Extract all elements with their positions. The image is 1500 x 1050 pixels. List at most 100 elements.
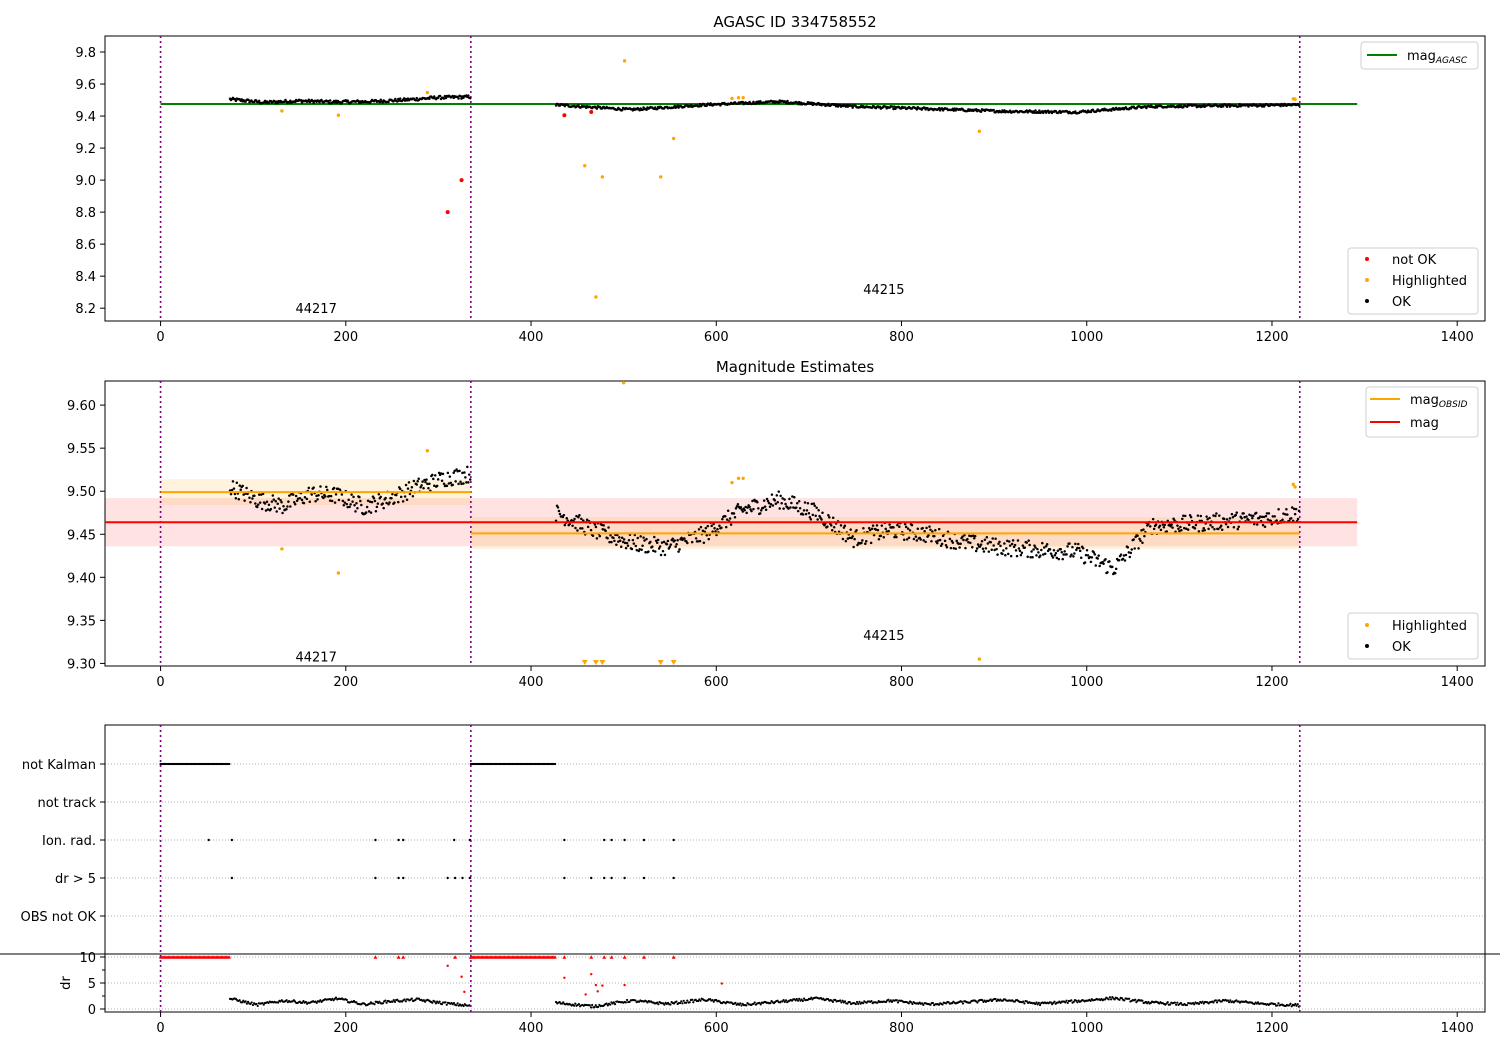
p2-ok-point (1052, 548, 1056, 552)
p2-ok-point (812, 502, 816, 505)
p2-ok-point (401, 500, 405, 503)
p2-ok-point (1297, 509, 1301, 513)
p2-highlighted-point (425, 449, 430, 453)
p2-ok-point (666, 539, 670, 543)
p2-ok-point (768, 505, 772, 508)
p2-ok-point (606, 537, 609, 540)
p2-ok-point (295, 499, 299, 502)
p2-ok-point (1089, 560, 1093, 564)
p2-ok-point (601, 527, 604, 531)
p2-ok-point (1262, 515, 1266, 519)
p2-ok-point (1171, 526, 1174, 529)
p2-ok-point (892, 526, 895, 529)
p2-ok-point (1158, 524, 1162, 527)
p2-ok-point (354, 510, 357, 513)
p1-obsid-label: 44217 (295, 302, 336, 317)
flag-point (397, 838, 400, 842)
p2-ok-point (924, 540, 927, 544)
p2-ok-point (1065, 553, 1068, 556)
p2-ok-point (353, 504, 356, 507)
p2-ok-point (435, 484, 439, 488)
p2-legend-label: OK (1392, 640, 1411, 655)
p2-ok-point (411, 494, 415, 498)
p2-ok-point (936, 539, 940, 542)
p2-ok-point (436, 478, 440, 481)
dr-high-marker (401, 955, 406, 959)
p2-ok-point (422, 486, 425, 490)
p2-ok-point (993, 548, 996, 552)
p2-ok-point (655, 541, 659, 544)
dr-point (1226, 999, 1229, 1002)
p2-y-tick-label: 9.55 (67, 442, 96, 457)
dr-point (1022, 1000, 1025, 1003)
p1-legend-swatch (1365, 278, 1369, 282)
p2-ok-point (1294, 507, 1298, 511)
p2-ok-point (395, 493, 398, 497)
p2-ok-point (408, 492, 412, 496)
dr-point (1120, 997, 1124, 1000)
dr-point (1185, 1003, 1189, 1007)
p2-ok-point (423, 478, 426, 482)
dr-red-point (596, 990, 599, 993)
p2-ok-point (1130, 548, 1134, 551)
p1-ok-point (1180, 103, 1183, 107)
p2-ok-point (437, 471, 441, 475)
p2-ok-point (1114, 567, 1118, 571)
p2-ok-point (254, 502, 257, 505)
dr-point (802, 997, 806, 1000)
p1-x-tick-label: 1000 (1070, 330, 1103, 345)
p2-ok-point (1247, 518, 1250, 522)
p2-ok-point (813, 504, 816, 508)
p2-ok-point (788, 497, 791, 501)
p2-ok-point (1196, 514, 1200, 517)
p2-ok-point (451, 483, 454, 487)
p1-ok-point (1033, 111, 1036, 115)
p2-ok-point (1096, 557, 1099, 560)
p2-ok-point (711, 530, 714, 533)
p2-ok-point (1021, 544, 1025, 547)
p2-ok-point (280, 501, 283, 504)
p2-ok-point (1242, 512, 1245, 515)
p2-obsid-label: 44217 (295, 651, 336, 666)
flag-point (672, 876, 675, 880)
dr-point (1201, 1000, 1204, 1003)
p2-ok-point (258, 501, 262, 504)
p2-ok-point (1173, 519, 1176, 522)
p2-ok-point (279, 498, 282, 502)
p2-x-tick-label: 600 (704, 675, 729, 690)
p2-ok-point (803, 501, 807, 504)
p2-ok-point (1273, 515, 1276, 518)
p2-ok-point (996, 553, 999, 556)
p2-ok-point (910, 523, 914, 527)
p2-ok-point (921, 526, 924, 530)
p2-x-tick-label: 1000 (1070, 675, 1103, 690)
dr-point (941, 1003, 944, 1006)
dr-y-tick-label: 0 (88, 1003, 96, 1018)
p1-x-tick-label: 200 (333, 330, 358, 345)
p2-ok-point (716, 527, 719, 531)
p2-ok-point (937, 527, 941, 531)
p2-ok-point (887, 529, 890, 533)
p2-y-tick-label: 9.45 (67, 528, 96, 543)
p2-ok-point (1077, 542, 1080, 546)
p2-ok-point (657, 547, 661, 550)
p2-ok-point (303, 496, 307, 499)
p2-ok-point (791, 495, 794, 498)
p2-ok-point (868, 528, 872, 532)
flag-point (623, 838, 626, 842)
p2-ok-point (806, 502, 810, 505)
p1-y-tick-label: 9.4 (75, 110, 96, 125)
p2-ok-point (415, 483, 419, 486)
p1-legend-label: not OK (1392, 253, 1437, 268)
p2-ok-point (995, 547, 998, 551)
p2-ok-point (1271, 515, 1275, 518)
p2-ok-point (775, 494, 779, 497)
p2-ok-point (574, 526, 577, 530)
p2-ok-point (1124, 553, 1128, 557)
dr-point (758, 1001, 761, 1004)
p1-highlighted-point (594, 295, 598, 299)
p1-ok-point (698, 102, 702, 106)
dr-point (1175, 1003, 1178, 1006)
p2-ok-point (765, 497, 769, 501)
p2-ok-point (239, 488, 242, 491)
